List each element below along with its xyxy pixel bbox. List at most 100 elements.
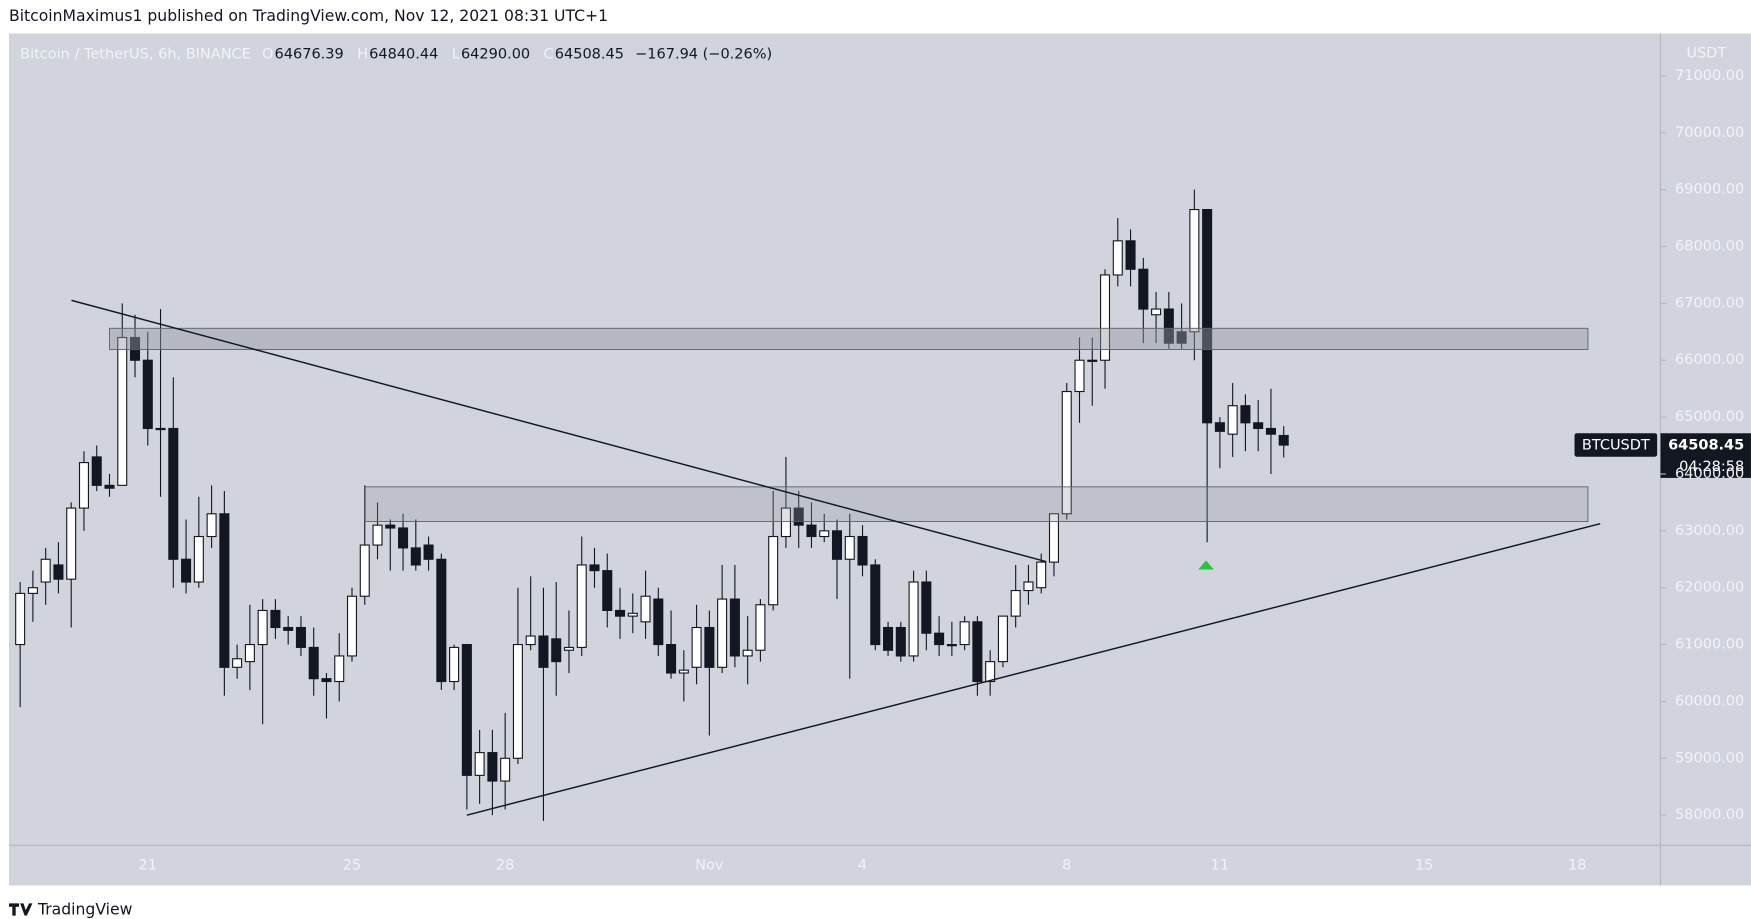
candle-body <box>755 604 766 651</box>
candle-body <box>193 535 204 583</box>
y-tick-label: 59000.00 <box>1675 750 1744 766</box>
candle-body <box>474 752 485 776</box>
legend-value: 64290.00 <box>461 47 530 63</box>
candle-body <box>602 570 613 612</box>
candle-body <box>1087 359 1098 362</box>
candle-body <box>423 544 434 560</box>
candle-body <box>168 427 179 560</box>
candle-body <box>308 646 319 680</box>
candle-body <box>551 638 562 663</box>
legend-key: O <box>262 47 273 63</box>
candle-body <box>985 661 996 683</box>
y-tick-label: 64000.00 <box>1675 466 1744 482</box>
candle-body <box>66 507 77 580</box>
ascending-trendline <box>466 523 1601 816</box>
candle-body <box>1074 359 1085 393</box>
candle-body <box>717 598 728 668</box>
legend-value: 64676.39 <box>275 47 344 63</box>
candle-body <box>1125 240 1136 270</box>
y-tick-label: 70000.00 <box>1675 125 1744 141</box>
candle-body <box>1253 422 1264 430</box>
candle-body <box>934 632 945 646</box>
candle-body <box>91 456 102 486</box>
candle-body <box>959 621 970 646</box>
candle-body <box>53 564 64 580</box>
series-layer <box>15 189 1289 821</box>
candle-body <box>1189 208 1200 333</box>
candle-body <box>27 587 38 594</box>
candle-body <box>385 524 396 529</box>
candle-body <box>768 535 779 606</box>
plot-area <box>8 33 1661 846</box>
candle-body <box>155 427 166 431</box>
candle-body <box>232 658 243 668</box>
candle-body <box>487 752 498 782</box>
candle-body <box>653 598 664 646</box>
candle-body <box>1048 513 1059 563</box>
candle-body <box>1265 427 1276 435</box>
candle-body <box>691 626 702 668</box>
price-tag-bg <box>1660 433 1751 478</box>
last-price: 64508.45 <box>1668 438 1744 454</box>
candle-body <box>576 564 587 648</box>
y-tick-label: 65000.00 <box>1675 409 1744 425</box>
candle-body <box>295 626 306 648</box>
candle-body <box>563 646 574 651</box>
candle-body <box>117 336 128 486</box>
y-tick-label: 66000.00 <box>1675 352 1744 368</box>
candle-body <box>1176 331 1187 344</box>
candle-body <box>589 564 600 572</box>
logo-text: TradingView <box>37 900 133 919</box>
candle-body <box>334 655 345 683</box>
candle-body <box>181 558 192 583</box>
candle-body <box>346 595 358 657</box>
candle-body <box>844 535 855 560</box>
candle-body <box>946 644 957 647</box>
candle-body <box>538 635 549 668</box>
time-axis <box>8 845 1661 886</box>
x-tick-label: 18 <box>1568 857 1586 873</box>
candle-body <box>908 581 919 657</box>
candle-body <box>525 635 536 646</box>
candle-body <box>512 644 523 759</box>
resistance-zone <box>109 327 1589 350</box>
candle-body <box>449 646 460 683</box>
y-tick-label: 60000.00 <box>1675 693 1744 709</box>
descending-trendline <box>71 299 1047 563</box>
candle-body <box>410 547 421 566</box>
y-tick-label: 61000.00 <box>1675 637 1744 653</box>
x-tick-label: 28 <box>496 857 514 873</box>
candle-body <box>40 558 51 583</box>
logo-mark <box>8 903 33 916</box>
candle-body <box>372 524 383 546</box>
candle-body <box>142 359 153 430</box>
candle-body <box>244 644 255 663</box>
candle-body <box>359 544 370 597</box>
logo: TradingView <box>8 900 133 919</box>
symbol-legend: Bitcoin / TetherUS, 6h, BINANCE <box>20 47 251 63</box>
y-tick-label: 63000.00 <box>1675 523 1744 539</box>
x-tick-label: Nov <box>695 857 724 873</box>
legend-value: 64508.45 <box>555 47 624 63</box>
candle-body <box>283 626 294 631</box>
candle-body <box>1214 422 1225 432</box>
candle-body <box>614 609 626 617</box>
symbol-tag-bg <box>1574 433 1658 457</box>
y-tick-label: 58000.00 <box>1675 807 1744 823</box>
candle-body <box>806 524 817 538</box>
candle-body <box>321 678 332 683</box>
candle-body <box>1112 240 1123 276</box>
axis-unit: USDT <box>1686 46 1726 62</box>
y-tick-label: 67000.00 <box>1675 295 1744 311</box>
candle-body <box>500 757 511 782</box>
published-line: BitcoinMaximus1 published on TradingView… <box>9 6 608 25</box>
candle-body <box>857 535 868 566</box>
x-tick-label: 25 <box>343 857 361 873</box>
candle-body <box>1138 268 1149 310</box>
candle-body <box>870 564 881 646</box>
candle-body <box>704 626 715 668</box>
candle-body <box>819 530 830 538</box>
candle-body <box>793 507 804 526</box>
